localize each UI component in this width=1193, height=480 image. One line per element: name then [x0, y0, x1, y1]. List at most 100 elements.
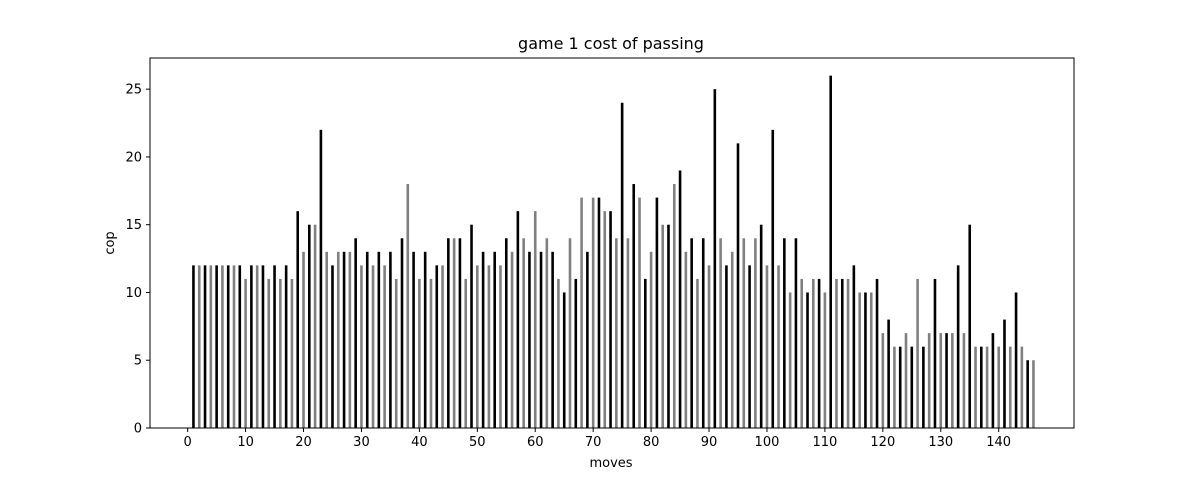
- bar-move-42: [429, 278, 433, 428]
- bar-move-125: [910, 346, 914, 428]
- bar-move-33: [377, 251, 381, 428]
- bar-move-46: [452, 238, 456, 428]
- x-tick-label: 140: [986, 435, 1011, 450]
- bar-move-107: [806, 292, 809, 428]
- bar-move-102: [777, 265, 780, 428]
- bar-move-88: [696, 278, 699, 428]
- bar-move-95: [736, 143, 740, 428]
- bar-move-92: [719, 238, 722, 428]
- bar-move-27: [342, 251, 346, 428]
- bar-move-136: [974, 346, 977, 428]
- bar-move-66: [568, 238, 572, 428]
- bar-move-106: [800, 278, 804, 428]
- bar-move-85: [678, 170, 682, 429]
- bar-move-145: [1026, 360, 1029, 428]
- bar-move-28: [348, 251, 352, 428]
- bar-move-36: [394, 278, 398, 428]
- bar-move-18: [290, 278, 294, 428]
- bar-move-78: [638, 197, 641, 428]
- bar-move-47: [458, 238, 462, 428]
- bar-move-104: [788, 292, 792, 428]
- x-tick-label: 20: [295, 435, 312, 450]
- x-tick-label: 10: [237, 435, 254, 450]
- bar-move-97: [748, 265, 751, 428]
- bar-move-2: [197, 265, 201, 428]
- bar-move-135: [968, 224, 972, 428]
- bar-move-4: [209, 265, 213, 428]
- bar-move-79: [644, 278, 647, 428]
- bar-move-14: [267, 278, 271, 428]
- bar-move-9: [238, 265, 242, 428]
- bar-move-96: [742, 238, 746, 428]
- bar-move-87: [690, 238, 693, 428]
- bar-move-75: [620, 102, 624, 428]
- bar-move-63: [551, 251, 554, 428]
- bar-move-144: [1020, 346, 1024, 428]
- bar-move-7: [226, 265, 230, 428]
- bar-move-140: [997, 346, 1000, 428]
- x-tick-label: 110: [812, 435, 837, 450]
- bar-move-64: [557, 278, 560, 428]
- bar-move-34: [383, 265, 386, 428]
- bar-move-20: [302, 251, 305, 428]
- y-tick-label: 0: [134, 422, 142, 437]
- bar-move-94: [730, 251, 734, 428]
- x-tick-label: 70: [585, 435, 602, 450]
- bar-move-10: [244, 278, 247, 428]
- bar-move-129: [933, 278, 937, 428]
- bar-move-44: [441, 265, 444, 428]
- bar-move-59: [528, 251, 531, 428]
- bar-move-26: [336, 251, 340, 428]
- bar-move-51: [481, 251, 485, 428]
- bar-move-65: [562, 292, 566, 428]
- bar-move-25: [331, 265, 334, 428]
- bar-move-60: [533, 211, 537, 428]
- bar-move-115: [852, 265, 856, 428]
- bar-move-123: [898, 346, 902, 428]
- x-tick-label: 80: [643, 435, 660, 450]
- bar-move-37: [400, 238, 404, 428]
- y-tick-label: 15: [125, 218, 142, 233]
- x-tick-label: 40: [411, 435, 428, 450]
- bar-move-127: [922, 346, 925, 428]
- bar-move-132: [951, 333, 954, 428]
- bar-move-116: [858, 292, 861, 428]
- bar-move-141: [1003, 319, 1006, 428]
- bar-move-98: [754, 238, 757, 428]
- bar-series: [192, 75, 1035, 429]
- bar-move-62: [545, 238, 549, 428]
- bar-move-74: [615, 238, 618, 428]
- chart-title: game 1 cost of passing: [518, 34, 704, 53]
- bar-move-21: [308, 224, 311, 428]
- bar-move-118: [869, 292, 873, 428]
- bar-move-8: [232, 265, 236, 428]
- x-tick-label: 100: [755, 435, 780, 450]
- bar-move-82: [661, 224, 664, 428]
- bar-move-126: [916, 278, 919, 428]
- bar-move-52: [487, 265, 491, 428]
- bar-move-73: [609, 211, 612, 428]
- x-tick-label: 130: [928, 435, 953, 450]
- bar-move-71: [597, 197, 601, 428]
- bar-move-143: [1014, 292, 1018, 428]
- bar-move-119: [875, 278, 879, 428]
- x-tick-label: 30: [353, 435, 370, 450]
- x-tick-label: 120: [870, 435, 895, 450]
- bar-move-53: [493, 251, 496, 428]
- bar-move-69: [586, 251, 589, 428]
- y-axis-ticks: 0 5 10 15 20 25: [125, 83, 150, 437]
- bar-move-54: [499, 265, 502, 428]
- bar-move-131: [945, 333, 948, 428]
- bar-move-30: [360, 265, 363, 428]
- bar-move-35: [389, 251, 392, 428]
- bar-move-68: [580, 197, 583, 428]
- bar-move-84: [672, 184, 676, 428]
- bar-move-81: [655, 197, 659, 428]
- bar-move-56: [510, 251, 514, 428]
- bar-move-122: [893, 346, 896, 428]
- bar-move-103: [783, 238, 786, 428]
- y-tick-label: 25: [125, 83, 142, 98]
- bar-move-86: [684, 251, 688, 428]
- bar-move-121: [887, 319, 890, 428]
